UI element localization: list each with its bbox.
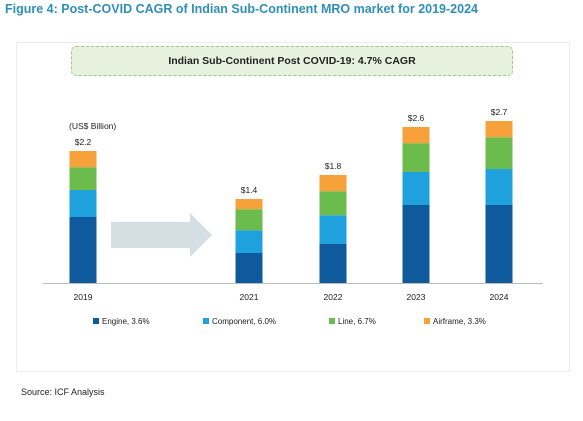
bar-2022-airframe (319, 175, 347, 192)
bar-2023-airframe (402, 127, 430, 144)
legend-swatch-component (203, 318, 209, 324)
bar-2019-line (69, 167, 97, 190)
bar-2023-component (402, 172, 430, 205)
bar-2024-engine (485, 205, 513, 283)
legend-label-component: Component, 6.0% (212, 317, 276, 326)
x-tick-label-2023: 2023 (407, 292, 426, 302)
unit-label: (US$ Billion) (69, 121, 116, 131)
cagr-banner: Indian Sub-Continent Post COVID-19: 4.7%… (71, 46, 513, 76)
legend-label-line: Line, 6.7% (338, 317, 376, 326)
bar-2021-component (235, 230, 263, 253)
bar-2023-engine (402, 205, 430, 283)
legend-swatch-line (329, 318, 335, 324)
bar-2024-component (485, 169, 513, 205)
bar-2021-line (235, 209, 263, 231)
bar-2019-engine (69, 217, 97, 283)
total-label-2022: $1.8 (325, 161, 342, 171)
x-tick-label-2024: 2024 (490, 292, 509, 302)
bar-2023-line (402, 143, 430, 172)
legend-label-airframe: Airframe, 3.3% (433, 317, 486, 326)
bar-2022-line (319, 191, 347, 216)
bar-2024-line (485, 137, 513, 169)
legend-label-engine: Engine, 3.6% (102, 317, 150, 326)
bar-2021-engine (235, 253, 263, 283)
total-label-2024: $2.7 (491, 107, 508, 117)
total-label-2019: $2.2 (75, 137, 92, 147)
bar-2019-airframe (69, 151, 97, 168)
bar-2019-component (69, 190, 97, 217)
bar-2024-airframe (485, 121, 513, 138)
chart-panel (16, 42, 570, 372)
total-label-2023: $2.6 (408, 113, 425, 123)
total-label-2021: $1.4 (241, 185, 258, 195)
x-tick-label-2021: 2021 (240, 292, 259, 302)
legend-swatch-engine (93, 318, 99, 324)
legend-swatch-airframe (424, 318, 430, 324)
bar-2021-airframe (235, 199, 263, 210)
x-tick-label-2022: 2022 (324, 292, 343, 302)
bar-2022-engine (319, 244, 347, 283)
source-note: Source: ICF Analysis (21, 387, 105, 397)
x-tick-label-2019: 2019 (74, 292, 93, 302)
figure-title: Figure 4: Post-COVID CAGR of Indian Sub-… (5, 2, 478, 16)
gap-arrow-icon (111, 213, 212, 257)
bar-2022-component (319, 215, 347, 244)
